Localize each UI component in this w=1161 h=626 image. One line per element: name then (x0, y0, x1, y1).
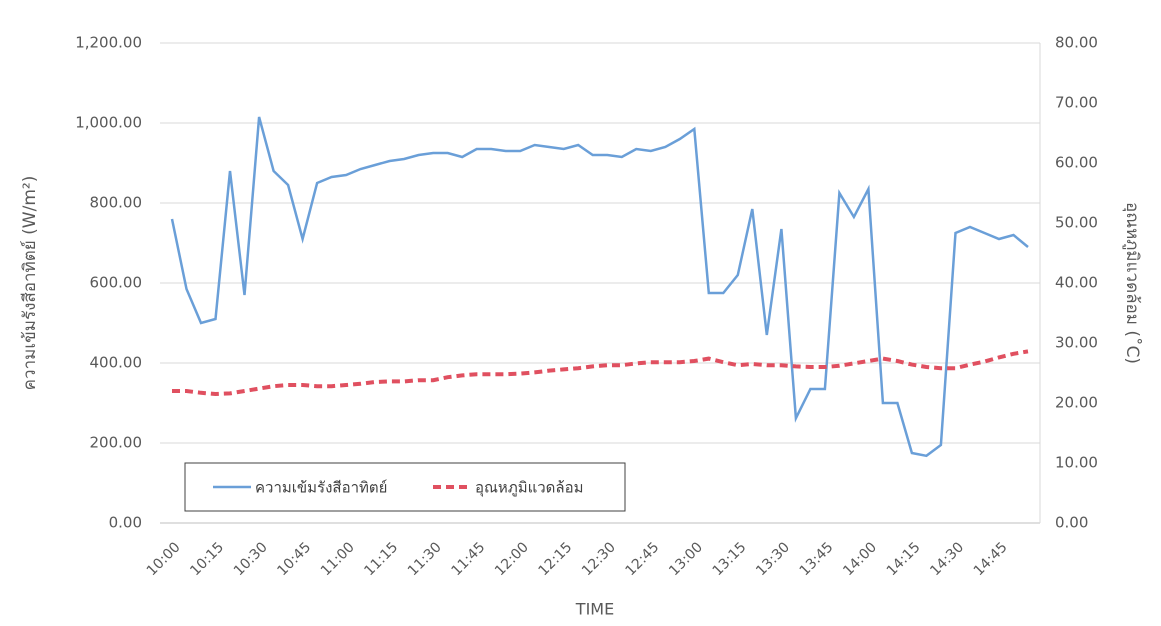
y2-tick-label: 50.00 (1055, 214, 1098, 232)
x-tick-label: 13:15 (710, 539, 750, 579)
chart: ความเข้มรังสีอาทิตย์ (W/m²) อุณหภูมิแวดล… (0, 0, 1161, 626)
x-tick-label: 13:30 (753, 539, 793, 579)
y2-tick-label: 10.00 (1055, 454, 1098, 472)
y-axis-label: ความเข้มรังสีอาทิตย์ (W/m²) (20, 176, 40, 391)
x-tick-label: 14:30 (927, 539, 967, 579)
y2-tick-label: 40.00 (1055, 274, 1098, 292)
x-tick-label: 12:30 (579, 539, 619, 579)
y-tick-label: 600.00 (90, 274, 143, 292)
y-tick-label: 800.00 (90, 194, 143, 212)
y2-tick-label: 80.00 (1055, 34, 1098, 52)
series-line (172, 117, 1028, 456)
x-axis-label: TIME (575, 600, 614, 619)
y-tick-label: 0.00 (109, 514, 142, 532)
y-tick-label: 200.00 (90, 434, 143, 452)
x-tick-label: 12:15 (536, 539, 576, 579)
x-tick-label: 14:00 (840, 539, 880, 579)
y-tick-label: 1,200.00 (75, 34, 142, 52)
x-tick-label: 11:30 (405, 539, 445, 579)
x-tick-label: 11:00 (318, 539, 358, 579)
y-tick-label: 400.00 (90, 354, 143, 372)
x-tick-label: 12:00 (492, 539, 532, 579)
y2-tick-label: 30.00 (1055, 334, 1098, 352)
y-tick-label: 1,000.00 (75, 114, 142, 132)
x-tick-label: 10:45 (274, 539, 314, 579)
x-tick-label: 13:00 (666, 539, 706, 579)
legend-label: อุณหภูมิแวดล้อม (475, 479, 584, 498)
x-tick-label: 14:15 (884, 539, 924, 579)
x-tick-label: 14:45 (971, 539, 1011, 579)
x-tick-label: 10:00 (144, 539, 184, 579)
x-tick-label: 10:30 (231, 539, 271, 579)
x-tick-label: 12:45 (623, 539, 663, 579)
y2-tick-label: 20.00 (1055, 394, 1098, 412)
y2-tick-label: 60.00 (1055, 154, 1098, 172)
x-tick-label: 13:45 (797, 539, 837, 579)
y2-tick-label: 0.00 (1055, 514, 1088, 532)
series-line (172, 351, 1028, 394)
x-tick-label: 11:15 (361, 539, 401, 579)
y2-axis-label: อุณหภูมิแวดล้อม (˚C) (1122, 202, 1143, 364)
x-tick-label: 10:15 (187, 539, 227, 579)
y2-tick-label: 70.00 (1055, 94, 1098, 112)
legend-label: ความเข้มรังสีอาทิตย์ (255, 479, 387, 497)
x-tick-label: 11:45 (448, 539, 488, 579)
